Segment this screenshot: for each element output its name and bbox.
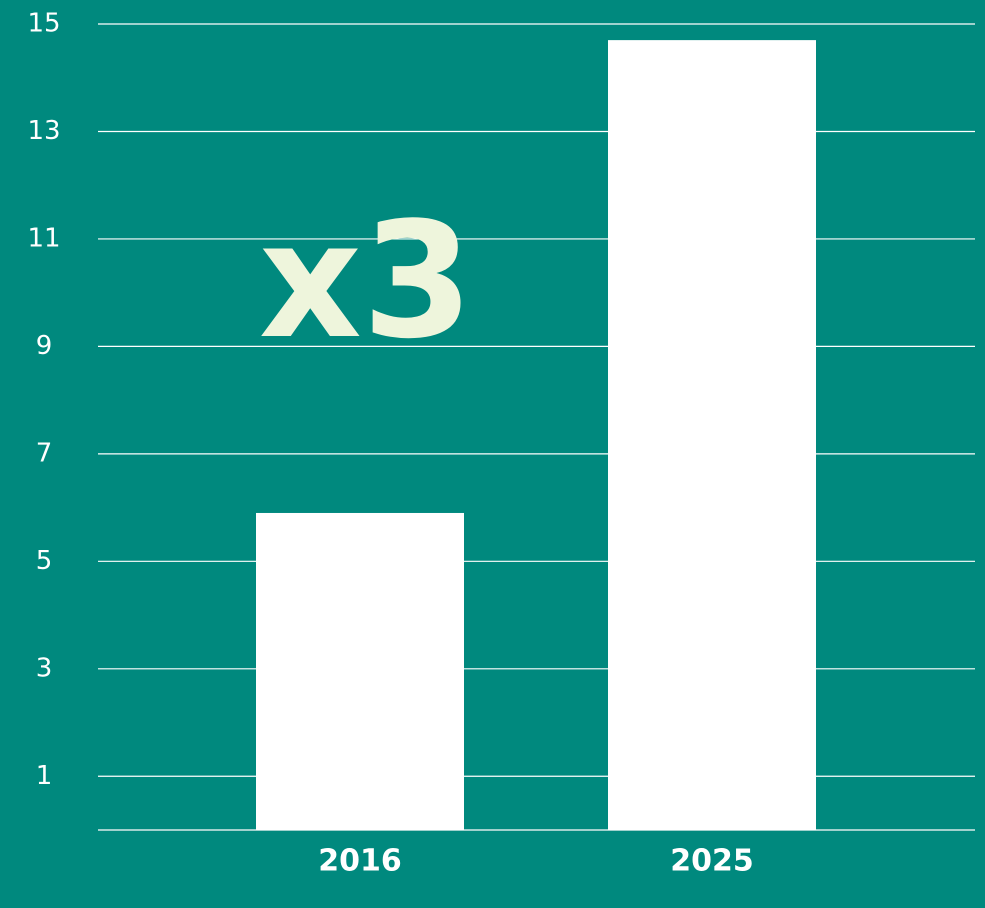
bar: [256, 512, 464, 830]
annotation: x3: [259, 187, 474, 374]
x-tick-label: 2016: [318, 844, 402, 879]
y-tick-label: 13: [27, 116, 60, 146]
x-tick-label: 2025: [670, 844, 754, 879]
y-tick-label: 7: [36, 438, 53, 468]
bar: [608, 40, 816, 831]
y-tick-label: 9: [36, 331, 53, 361]
y-tick-label: 5: [36, 546, 53, 576]
y-tick-label: 11: [27, 223, 60, 253]
y-tick-label: 3: [36, 653, 53, 683]
y-tick-label: 1: [36, 761, 53, 791]
y-tick-label: 15: [27, 9, 60, 39]
